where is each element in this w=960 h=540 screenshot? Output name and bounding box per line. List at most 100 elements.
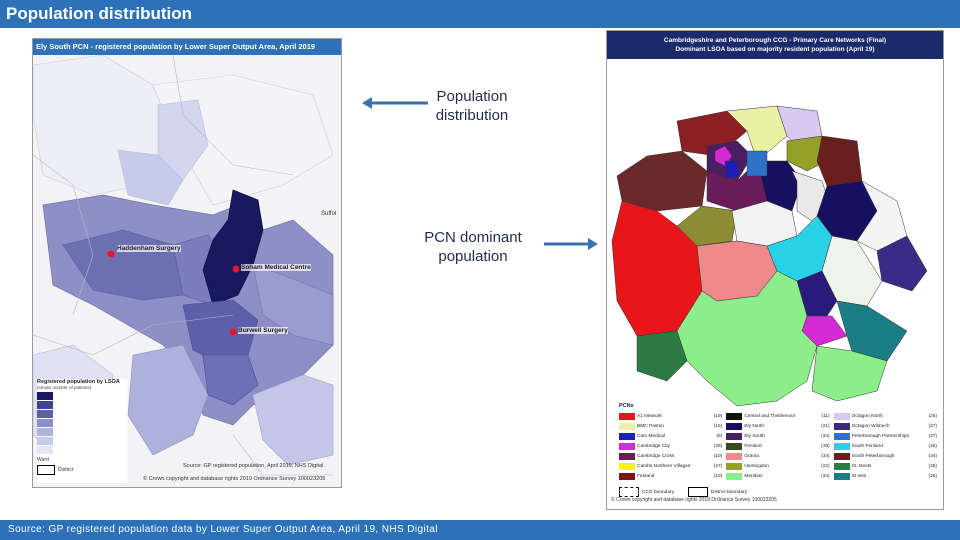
legend-entry-count: (16) — [928, 443, 937, 449]
left-map-title: Ely South PCN - registered population by… — [33, 39, 341, 55]
legend-entry-name: Central and Thistlemoor — [744, 413, 796, 419]
legend-entry-count: (19) — [713, 473, 723, 479]
legend-item-ward: Ward — [37, 457, 49, 463]
legend-swatch — [833, 422, 850, 430]
callout-distribution: Population distribution — [410, 87, 534, 125]
legend-entry: South Fenland (16) — [833, 441, 937, 451]
legend-entry-name: BMC Paston — [637, 423, 664, 429]
district-boundary-swatch — [688, 487, 708, 497]
legend-entry: Fenland (19) — [726, 441, 830, 451]
soham-marker — [232, 265, 240, 273]
legend-entry-count: (21) — [821, 423, 830, 429]
callout-distribution-text: Population distribution — [435, 88, 509, 124]
legend-swatch — [619, 452, 635, 460]
legend-entry-count: (26) — [928, 473, 937, 479]
legend-entry: St Ives (26) — [833, 471, 937, 481]
legend-entry: Peterborough Partnerships (27) — [833, 431, 937, 441]
legend-swatch — [833, 442, 850, 450]
legend-entry-count: (34) — [821, 473, 830, 479]
right-legend-grid: A1 Network (19) BMC Paston (15) Cam Medica… — [619, 411, 937, 481]
right-copyright: © Crown copyright and database rights 20… — [611, 497, 777, 503]
legend-entry-name: A1 Network — [637, 413, 662, 419]
left-map-svg — [33, 55, 341, 487]
legend-entry-count: (9) — [716, 433, 723, 439]
left-copyright: © Crown copyright and database rights 20… — [143, 476, 326, 482]
place-label-soham: Soham Medical Centre — [241, 264, 311, 271]
footer-source: Source: GP registered population data by… — [8, 524, 438, 535]
legend-swatch — [726, 422, 743, 430]
legend-entry: Cambridge Cross (10) — [619, 451, 722, 461]
legend-ramp — [37, 392, 127, 454]
legend-entry-count: (27) — [713, 463, 723, 469]
right-legend-heading: PCNs — [619, 403, 634, 409]
legend-entry: Huntingdon (22) — [726, 461, 830, 471]
legend-entry: Granta (34) — [726, 451, 830, 461]
legend-entry-name: St Ives — [851, 473, 867, 479]
footer-bar: Source: GP registered population data by… — [0, 520, 960, 540]
legend-entry-name: Octagon North — [851, 413, 883, 419]
legend-entry-count: (15) — [713, 423, 723, 429]
legend-swatch — [833, 472, 850, 480]
legend-swatch — [619, 432, 635, 440]
burwell-marker — [229, 328, 237, 336]
left-map: Ely South PCN - registered population by… — [32, 38, 342, 488]
legend-subtitle: (shows number of patients) — [37, 385, 92, 390]
legend-swatch — [833, 452, 850, 460]
callout-dominant: PCN dominant population — [406, 228, 540, 266]
legend-entry-count: (22) — [821, 463, 830, 469]
header-bar: Population distribution — [0, 0, 960, 28]
legend-entry-count: (19) — [713, 413, 723, 419]
legend-swatch — [833, 462, 850, 470]
haddenham-marker — [107, 250, 115, 258]
legend-swatch — [726, 472, 743, 480]
legend-entry-name: Huntingdon — [744, 463, 769, 469]
legend-entry-name: Peterborough Partnerships — [851, 433, 909, 439]
legend-entry-count: (27) — [928, 423, 937, 429]
legend-entry-name: South Peterborough — [851, 453, 895, 459]
right-map-legend: PCNs A1 Network (19) BMC Paston (15) Cam M… — [619, 403, 937, 497]
legend-entry: Ely South (34) — [726, 431, 830, 441]
legend-swatch — [726, 462, 743, 470]
legend-entry-name: Cam Medical — [637, 433, 665, 439]
legend-swatch — [726, 412, 743, 420]
place-label-haddenham: Haddenham Surgery — [117, 245, 181, 252]
legend-entry-count: (34) — [821, 453, 830, 459]
arrow-right-icon — [544, 238, 598, 250]
legend-entry: Cam Medical (9) — [619, 431, 722, 441]
legend-entry-name: Octagon Wisbech — [851, 423, 890, 429]
district-boundary-label: District boundary — [711, 489, 747, 495]
left-map-legend: Registered population by LSOA (shows num… — [37, 379, 127, 483]
legend-entry-name: Fenland — [744, 443, 762, 449]
page-title: Population distribution — [6, 4, 193, 23]
legend-swatch — [619, 472, 635, 480]
legend-entry: Fenland (19) — [619, 471, 722, 481]
legend-entry-name: Ely South — [744, 433, 765, 439]
boundary-legend: CCG boundary District boundary — [619, 487, 937, 497]
legend-entry-name: South Fenland — [851, 443, 883, 449]
right-map-svg — [611, 105, 928, 407]
legend-entry-count: (34) — [928, 453, 937, 459]
legend-entry-name: Fenland — [637, 473, 655, 479]
legend-entry-count: (27) — [928, 433, 937, 439]
ccg-boundary-swatch — [619, 487, 639, 497]
legend-entry-name: Cambridge City — [637, 443, 671, 449]
legend-entry: St. Neots (26) — [833, 461, 937, 471]
legend-entry-name: Meridian — [744, 473, 763, 479]
arrow-left-icon — [362, 97, 428, 109]
legend-entry-count: (19) — [821, 443, 830, 449]
legend-entry-count: (26) — [928, 413, 937, 419]
place-label-burwell: Burwell Surgery — [238, 327, 288, 334]
legend-district: District — [37, 465, 127, 475]
left-source-note: Source: GP registered population, April … — [183, 463, 324, 469]
legend-entry: Central and Thistlemoor (11) — [726, 411, 830, 421]
legend-entry-name: Cambs Northern Villages — [637, 463, 691, 469]
legend-swatch — [619, 442, 635, 450]
legend-entry-name: St. Neots — [851, 463, 872, 469]
legend-entry: Ely North (21) — [726, 421, 830, 431]
callout-dominant-text: PCN dominant population — [424, 229, 522, 265]
legend-entry-count: (10) — [713, 453, 723, 459]
right-map-title-line1: Cambridgeshire and Peterborough CCG - Pr… — [663, 37, 887, 44]
legend-item-district: District — [58, 467, 74, 473]
legend-entry: Octagon North (26) — [833, 411, 937, 421]
legend-entry: Meridian (34) — [726, 471, 830, 481]
